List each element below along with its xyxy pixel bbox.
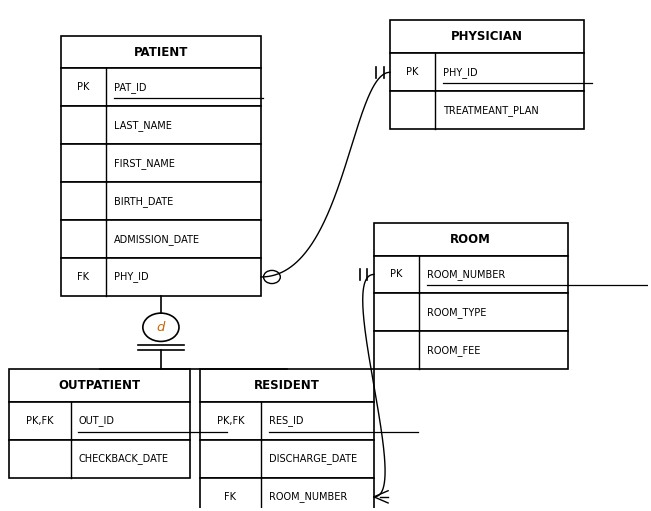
- Text: FK: FK: [77, 272, 89, 282]
- Bar: [200, 402, 374, 440]
- Text: ROOM: ROOM: [450, 233, 491, 246]
- Bar: [390, 20, 584, 53]
- Text: FIRST_NAME: FIRST_NAME: [114, 158, 174, 169]
- Bar: [9, 402, 190, 440]
- Bar: [374, 256, 568, 293]
- Text: d: d: [157, 321, 165, 334]
- Text: ROOM_NUMBER: ROOM_NUMBER: [269, 492, 347, 502]
- Text: PK: PK: [391, 269, 403, 280]
- Text: PHY_ID: PHY_ID: [443, 67, 478, 78]
- Text: LAST_NAME: LAST_NAME: [114, 120, 172, 131]
- Bar: [61, 182, 261, 220]
- Bar: [61, 144, 261, 182]
- Bar: [374, 293, 568, 331]
- Bar: [9, 369, 190, 402]
- Text: PHY_ID: PHY_ID: [114, 271, 148, 283]
- Text: PK,FK: PK,FK: [217, 416, 244, 426]
- Text: OUTPATIENT: OUTPATIENT: [59, 379, 141, 392]
- Bar: [200, 478, 374, 511]
- Text: FK: FK: [225, 492, 236, 502]
- Bar: [61, 220, 261, 258]
- Bar: [61, 106, 261, 144]
- Text: OUT_ID: OUT_ID: [78, 415, 115, 427]
- Text: DISCHARGE_DATE: DISCHARGE_DATE: [269, 453, 357, 464]
- Text: PK: PK: [77, 82, 90, 92]
- Text: ROOM_FEE: ROOM_FEE: [427, 345, 480, 356]
- Text: PHYSICIAN: PHYSICIAN: [451, 30, 523, 43]
- Bar: [200, 369, 374, 402]
- Text: RES_ID: RES_ID: [269, 415, 303, 427]
- Text: TREATMEANT_PLAN: TREATMEANT_PLAN: [443, 105, 539, 115]
- Bar: [61, 258, 261, 296]
- Text: CHECKBACK_DATE: CHECKBACK_DATE: [78, 453, 169, 464]
- Text: PK,FK: PK,FK: [26, 416, 53, 426]
- Bar: [390, 91, 584, 129]
- Text: ROOM_NUMBER: ROOM_NUMBER: [427, 269, 505, 280]
- Bar: [61, 68, 261, 106]
- Text: BIRTH_DATE: BIRTH_DATE: [114, 196, 173, 206]
- Bar: [390, 53, 584, 91]
- Bar: [9, 440, 190, 478]
- Bar: [61, 36, 261, 68]
- Bar: [374, 223, 568, 256]
- Text: PAT_ID: PAT_ID: [114, 82, 146, 93]
- Text: RESIDENT: RESIDENT: [254, 379, 320, 392]
- Bar: [374, 331, 568, 369]
- Text: PATIENT: PATIENT: [133, 45, 188, 59]
- Text: ADMISSION_DATE: ADMISSION_DATE: [114, 234, 200, 245]
- Text: PK: PK: [406, 67, 419, 77]
- Bar: [200, 440, 374, 478]
- Text: ROOM_TYPE: ROOM_TYPE: [427, 307, 486, 318]
